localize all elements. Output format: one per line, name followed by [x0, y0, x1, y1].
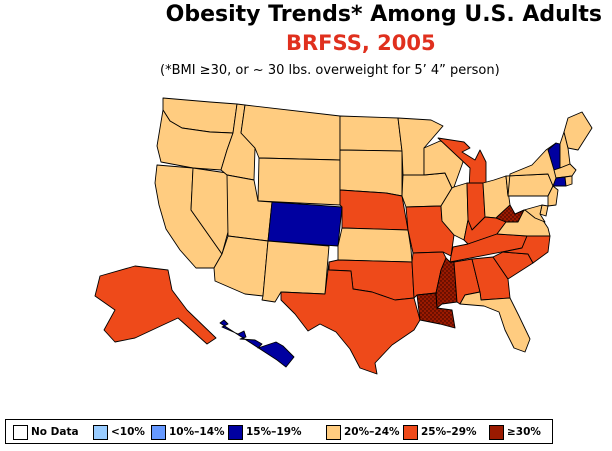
legend-item: 20%–24% [326, 424, 400, 440]
legend-swatch [93, 424, 108, 440]
legend-item: 15%–19% [228, 424, 302, 440]
legend-swatch [151, 424, 166, 440]
legend-label: No Data [31, 426, 79, 438]
legend-item: ≥30% [489, 424, 541, 440]
state-mt [240, 104, 341, 161]
legend-item: <10% [93, 424, 145, 440]
legend-label: <10% [111, 426, 145, 438]
legend-swatch [228, 424, 243, 440]
state-nd [339, 115, 403, 152]
legend-item: 25%–29% [403, 424, 477, 440]
state-nc [502, 235, 551, 264]
legend-label: 15%–19% [246, 426, 302, 438]
state-ri [564, 175, 573, 187]
map-title: Obesity Trends* Among U.S. Adults [165, 2, 602, 27]
state-nm [261, 240, 330, 303]
state-sd [339, 149, 403, 197]
legend-item: No Data [13, 424, 79, 440]
state-hi [219, 319, 295, 368]
state-pa [505, 173, 554, 197]
legend-label: 20%–24% [344, 426, 400, 438]
legend: No Data <10% 10%–14% 15%–19% 20%–24% 25%–29% ≥… [5, 419, 553, 444]
legend-label: 25%–29% [421, 426, 477, 438]
state-ks [337, 227, 413, 263]
legend-swatch [403, 424, 418, 440]
bmi-footnote: (*BMI ≥30, or ~ 30 lbs. overweight for 5… [160, 63, 500, 78]
state-co [267, 201, 343, 247]
legend-swatch [326, 424, 341, 440]
legend-swatch [13, 424, 28, 440]
state-tx [280, 261, 421, 375]
state-ak [94, 265, 217, 345]
map-subtitle: BRFSS, 2005 [286, 31, 436, 55]
legend-label: 10%–14% [169, 426, 225, 438]
legend-swatch [489, 424, 504, 440]
state-me [563, 111, 593, 151]
legend-item: 10%–14% [151, 424, 225, 440]
state-nj [547, 185, 559, 207]
state-md [514, 204, 546, 223]
legend-label: ≥30% [507, 426, 541, 438]
header: Obesity Trends* Among U.S. Adults BRFSS,… [0, 0, 612, 80]
state-fl [459, 291, 531, 353]
state-wy [257, 157, 341, 206]
state-ne [339, 189, 409, 231]
state-nh [559, 131, 571, 169]
